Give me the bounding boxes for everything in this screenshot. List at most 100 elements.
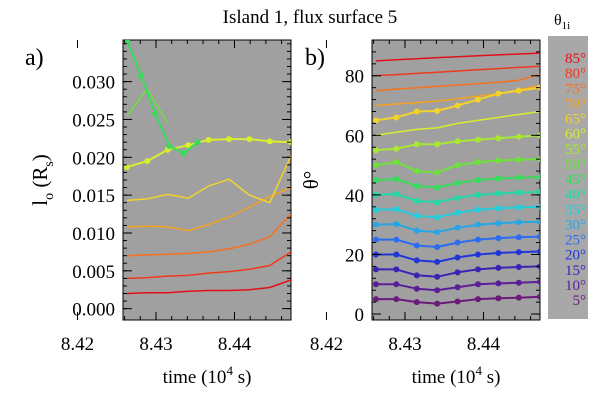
panel-b-series-13-point: [495, 249, 502, 256]
panel-b-series-4-point: [413, 108, 420, 115]
panel-b-series-10-point: [515, 204, 522, 211]
panel-b-series-15-point: [434, 287, 441, 294]
panel-b-series-9-point: [495, 190, 502, 197]
panel-b-series-6-point: [515, 133, 522, 140]
panel-a-series-1-line: [126, 251, 291, 280]
panel-a-x-tick-label: 8.44: [218, 334, 252, 355]
panel-a-series-7-point: [152, 110, 159, 117]
panel-a-y-tick-label: 0.020: [72, 148, 115, 169]
legend-entry: 15°: [565, 263, 586, 279]
panel-b-series-12-point: [495, 235, 502, 242]
panel-b-series-11-point: [454, 224, 461, 231]
panel-b-series-8-point: [537, 174, 540, 181]
panel-b-series-16-point: [372, 296, 379, 303]
panel-b-series-7-point: [474, 159, 481, 166]
panel-b-series-7-point: [515, 156, 522, 163]
legend-entry: 85°: [565, 51, 586, 67]
panel-a-y-tick-label: 0.005: [72, 262, 115, 283]
panel-a-series-7-point: [138, 72, 145, 79]
panel-b-series-15-point: [495, 280, 502, 287]
panel-b-series-8-point: [372, 177, 379, 183]
panel-b-series-15-point: [413, 285, 420, 292]
panel-b-series-7-point: [393, 159, 400, 166]
legend-entry: 65°: [565, 112, 586, 128]
legend-entry: 40°: [565, 187, 586, 203]
panel-a-series-4-line: [126, 155, 291, 204]
panel-b-series-14-point: [393, 266, 400, 273]
panel-b-y-tick-label: 20: [345, 245, 364, 266]
panel-b-series-9-point: [393, 191, 400, 197]
panel-b-y-axis-label: θ°: [299, 171, 323, 189]
panel-b-series-16-point: [413, 299, 420, 306]
panel-b-series-12-point: [413, 242, 420, 249]
panel-b-series-10-point: [495, 205, 502, 212]
panel-b-series-4-point: [372, 117, 379, 124]
panel-b-x-axis-label: time (104 s): [412, 363, 501, 388]
panel-b-series-15-point: [474, 281, 481, 288]
panel-b-series-11-point: [372, 221, 379, 228]
panel-b-series-9-point: [474, 191, 481, 198]
panel-b-series-9-point: [454, 194, 461, 201]
panel-b-series-8-point: [393, 176, 400, 183]
panel-b-series-10-point: [372, 206, 379, 213]
panel-b-series-7-point: [454, 162, 461, 169]
panel-b-chart: 8.42 8.43 8.44 0 20 40 60 80: [310, 39, 541, 355]
legend-entry: 20°: [565, 248, 586, 264]
legend-entry: 45°: [565, 172, 586, 188]
panel-b-series-16-point: [454, 298, 461, 305]
panel-b-series-12-point: [372, 236, 379, 243]
panel-a-y-tick-label: 0.025: [72, 110, 115, 131]
legend-entry: 50°: [565, 157, 586, 173]
panel-a-series-5-point: [123, 164, 130, 171]
panel-b-series-9-point: [413, 197, 420, 204]
panel-b-ticks: 8.42 8.43 8.44 0 20 40 60 80: [310, 39, 540, 355]
panel-b-series-16-point: [495, 295, 502, 302]
panel-b-series-11-point: [434, 229, 441, 236]
legend-entry: 25°: [565, 233, 586, 249]
panel-a-series-6-line: [126, 88, 169, 124]
panel-b-y-tick-label: 80: [345, 67, 364, 88]
panel-b-x-tick-label: 8.44: [467, 334, 501, 355]
panel-b-series-8-point: [515, 174, 522, 181]
legend-entry: 10°: [565, 278, 586, 294]
panel-b-series-8-point: [474, 177, 481, 183]
legend-entry: 5°: [573, 293, 587, 309]
panel-b-series-16-point: [434, 300, 441, 307]
panel-b-series-14-point: [474, 266, 481, 273]
panel-b-series-4-point: [454, 102, 461, 109]
panel-b-series-12-point: [454, 239, 461, 246]
panel-b-series-4-point: [434, 107, 441, 114]
panel-a-series-2-line: [126, 213, 291, 257]
panel-b-x-tick-label: 8.43: [388, 334, 421, 355]
panel-b-series-10-point: [454, 209, 461, 216]
panel-b-series-10-point: [474, 206, 481, 213]
panel-b-series-6-point: [495, 135, 502, 142]
panel-b-series-7-point: [372, 162, 379, 169]
panel-a-series-7-point: [194, 139, 201, 146]
panel-b-series-0-line: [375, 52, 540, 62]
panel-a-series-5-point: [185, 142, 192, 149]
panel-a-series-5-point: [266, 138, 273, 145]
panel-b-series-13-point: [413, 257, 420, 264]
panel-b-series-15-point: [372, 281, 379, 288]
panel-b-series-15-point: [393, 281, 400, 288]
panel-a-y-axis-label: lo (Rs): [28, 154, 57, 206]
panel-b-series-9-point: [515, 189, 522, 196]
panel-a-chart: 8.42 8.43 8.44 0.000 0.005 0.010 0.015 0.020 0.0…: [61, 39, 292, 355]
panel-b-series-13-point: [474, 251, 481, 258]
panel-a-y-tick-label: 0.010: [72, 224, 115, 245]
panel-b-series-6-point: [474, 136, 481, 143]
panel-b-series-9-point: [537, 188, 540, 195]
panel-b-series-16-point: [537, 293, 540, 300]
panel-b-series-13-point: [454, 254, 461, 261]
panel-b-series-11-point: [515, 219, 522, 226]
panel-b-series-13-point: [393, 251, 400, 258]
panel-b-series-14-point: [515, 263, 522, 270]
panel-a-series-group: [123, 40, 291, 295]
panel-b-series-13-point: [537, 248, 540, 255]
legend-entry: 70°: [565, 96, 586, 112]
panel-a-series-5-point: [144, 158, 151, 165]
panel-b-series-15-point: [537, 278, 540, 285]
panel-b-series-16-point: [393, 296, 400, 303]
panel-b-series-14-point: [495, 264, 502, 271]
